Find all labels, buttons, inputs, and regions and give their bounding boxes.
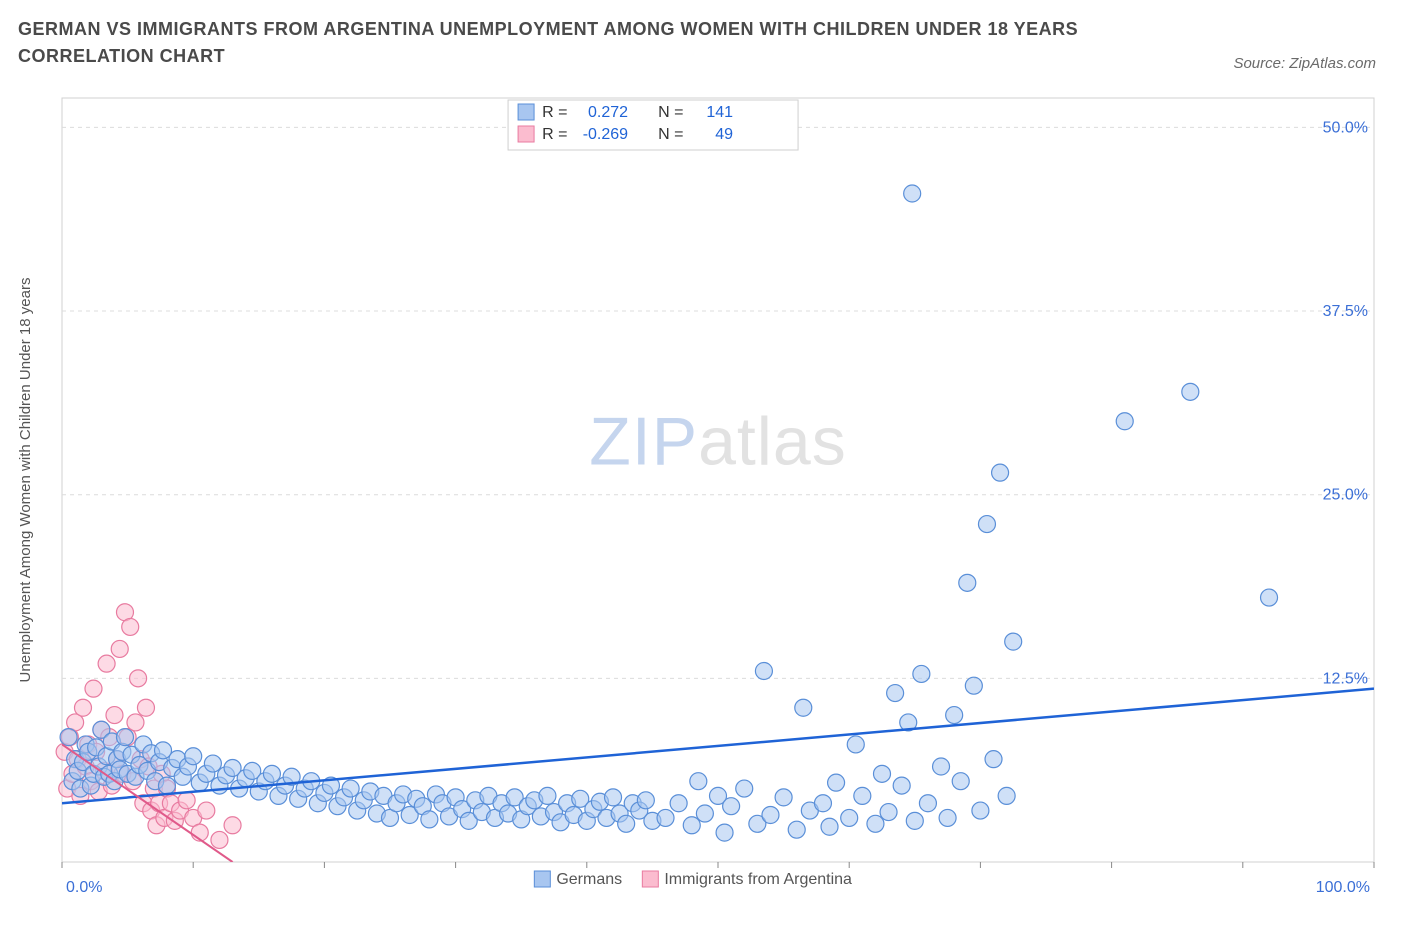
data-point-blue: [670, 795, 687, 812]
chart-area: 12.5% 25.0% 37.5% 50.0% ZIPatlas 0.0% 100.0% Un…: [18, 92, 1388, 912]
data-point-blue: [978, 516, 995, 533]
data-point-blue: [952, 773, 969, 790]
data-point-blue: [158, 777, 175, 794]
data-point-blue: [992, 464, 1009, 481]
data-point-blue: [116, 729, 133, 746]
data-point-blue: [795, 699, 812, 716]
data-point-blue: [933, 758, 950, 775]
data-point-blue: [775, 789, 792, 806]
data-point-blue: [1261, 589, 1278, 606]
data-point-blue: [755, 663, 772, 680]
data-point-blue: [690, 773, 707, 790]
legend-r-label: R =: [542, 126, 567, 143]
data-point-blue: [913, 665, 930, 682]
data-point-blue: [880, 804, 897, 821]
y-axis-label: Unemployment Among Women with Children U…: [18, 278, 34, 683]
y-tick-label: 25.0%: [1323, 487, 1368, 504]
data-point-pink: [211, 831, 228, 848]
data-point-blue: [539, 787, 556, 804]
scatter-chart-svg: 12.5% 25.0% 37.5% 50.0% ZIPatlas 0.0% 100.0% Un…: [18, 92, 1388, 912]
chart-container: GERMAN VS IMMIGRANTS FROM ARGENTINA UNEM…: [0, 0, 1406, 930]
plot-border: [62, 98, 1374, 862]
chart-title: GERMAN VS IMMIGRANTS FROM ARGENTINA UNEM…: [18, 16, 1206, 70]
data-point-pink: [122, 618, 139, 635]
legend-n-value: 49: [715, 126, 733, 143]
data-point-blue: [736, 780, 753, 797]
legend-r-value: -0.269: [583, 126, 628, 143]
data-point-blue: [867, 815, 884, 832]
data-point-blue: [185, 748, 202, 765]
data-point-pink: [106, 707, 123, 724]
data-point-blue: [1182, 383, 1199, 400]
bottom-legend-swatch: [642, 871, 658, 887]
legend-r-value: 0.272: [588, 104, 628, 121]
data-point-blue: [965, 677, 982, 694]
bottom-legend-label: Immigrants from Argentina: [664, 871, 852, 888]
legend-swatch: [518, 104, 534, 120]
data-point-pink: [137, 699, 154, 716]
data-point-blue: [657, 809, 674, 826]
data-point-blue: [959, 574, 976, 591]
bottom-legend-label: Germans: [556, 871, 622, 888]
data-point-blue: [939, 809, 956, 826]
data-point-blue: [605, 789, 622, 806]
y-tick-label: 50.0%: [1323, 119, 1368, 136]
x-tick-label: 100.0%: [1316, 879, 1370, 896]
data-point-blue: [263, 765, 280, 782]
data-point-blue: [421, 811, 438, 828]
legend-n-label: N =: [658, 126, 683, 143]
data-point-pink: [178, 792, 195, 809]
data-point-pink: [85, 680, 102, 697]
data-point-blue: [814, 795, 831, 812]
data-point-blue: [998, 787, 1015, 804]
bottom-legend-swatch: [534, 871, 550, 887]
data-point-blue: [904, 185, 921, 202]
data-point-blue: [716, 824, 733, 841]
data-point-blue: [919, 795, 936, 812]
data-point-blue: [854, 787, 871, 804]
data-point-blue: [762, 806, 779, 823]
data-point-pink: [74, 699, 91, 716]
data-point-blue: [847, 736, 864, 753]
data-point-pink: [130, 670, 147, 687]
data-point-blue: [788, 821, 805, 838]
data-point-blue: [946, 707, 963, 724]
data-point-blue: [821, 818, 838, 835]
trend-line-pink-dashed: [233, 862, 351, 912]
data-point-blue: [723, 798, 740, 815]
data-point-blue: [1116, 413, 1133, 430]
data-point-blue: [618, 815, 635, 832]
data-point-blue: [893, 777, 910, 794]
y-tick-label: 37.5%: [1323, 303, 1368, 320]
x-tick-label: 0.0%: [66, 879, 102, 896]
data-point-blue: [972, 802, 989, 819]
source-label: Source: ZipAtlas.com: [1233, 55, 1376, 72]
data-point-pink: [98, 655, 115, 672]
legend-n-label: N =: [658, 104, 683, 121]
legend-swatch: [518, 126, 534, 142]
data-point-blue: [887, 685, 904, 702]
data-point-pink: [224, 817, 241, 834]
data-point-pink: [111, 640, 128, 657]
data-point-blue: [637, 792, 654, 809]
watermark: ZIPatlas: [589, 404, 846, 480]
legend-r-label: R =: [542, 104, 567, 121]
legend-n-value: 141: [706, 104, 733, 121]
data-point-pink: [127, 714, 144, 731]
data-point-pink: [198, 802, 215, 819]
data-point-blue: [683, 817, 700, 834]
y-tick-label: 12.5%: [1323, 670, 1368, 687]
trend-line-blue: [62, 689, 1374, 804]
data-point-blue: [60, 729, 77, 746]
data-point-blue: [906, 812, 923, 829]
data-point-blue: [874, 765, 891, 782]
data-point-blue: [828, 774, 845, 791]
data-point-blue: [841, 809, 858, 826]
data-point-blue: [1005, 633, 1022, 650]
data-point-blue: [342, 780, 359, 797]
data-point-blue: [204, 755, 221, 772]
data-point-blue: [696, 805, 713, 822]
data-point-blue: [985, 751, 1002, 768]
